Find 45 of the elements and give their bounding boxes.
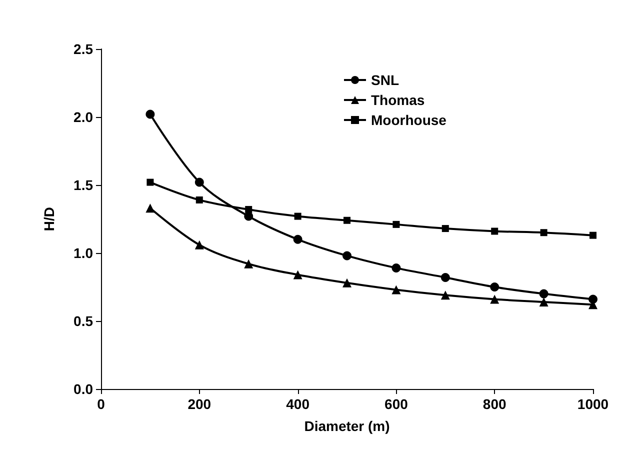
point xyxy=(392,220,400,228)
point xyxy=(244,212,254,221)
point xyxy=(194,178,204,187)
point xyxy=(146,178,154,186)
x-tick-label: 600 xyxy=(384,396,408,412)
y-tick-label: 2.5 xyxy=(74,41,94,57)
point xyxy=(293,270,302,280)
point xyxy=(245,206,252,213)
y-tick-label: 0.5 xyxy=(74,313,94,329)
point xyxy=(342,278,352,288)
point xyxy=(539,297,548,306)
point xyxy=(440,290,450,300)
legend-label: Moorhouse xyxy=(371,112,447,128)
y-tick-label: 0.0 xyxy=(74,381,94,397)
x-tick-label: 1000 xyxy=(577,396,609,412)
point xyxy=(442,225,449,232)
point xyxy=(392,285,401,294)
y-tick-label: 2.0 xyxy=(74,109,94,125)
legend-label: SNL xyxy=(371,72,400,88)
point xyxy=(146,110,155,119)
y-axis-title: H/D xyxy=(41,206,57,232)
y-tick-label: 1.0 xyxy=(74,245,94,261)
point xyxy=(146,204,155,213)
y-tick-label: 1.5 xyxy=(74,177,94,193)
x-axis-title: Diameter (m) xyxy=(304,418,390,434)
point xyxy=(590,232,596,239)
point xyxy=(392,263,401,272)
point xyxy=(293,234,302,244)
point xyxy=(490,294,500,304)
point xyxy=(491,228,498,235)
point xyxy=(196,196,203,204)
point xyxy=(540,229,548,236)
point xyxy=(342,251,352,260)
point xyxy=(490,282,500,292)
x-tick-label: 800 xyxy=(482,396,506,412)
x-tick-label: 400 xyxy=(286,396,310,412)
point xyxy=(294,212,302,220)
x-tick-label: 0 xyxy=(97,396,106,412)
point xyxy=(440,272,450,282)
x-tick-label: 200 xyxy=(188,396,212,412)
point xyxy=(344,216,350,224)
point xyxy=(244,259,254,268)
point xyxy=(194,240,204,250)
legend-label: Thomas xyxy=(371,92,425,108)
point xyxy=(539,289,548,298)
